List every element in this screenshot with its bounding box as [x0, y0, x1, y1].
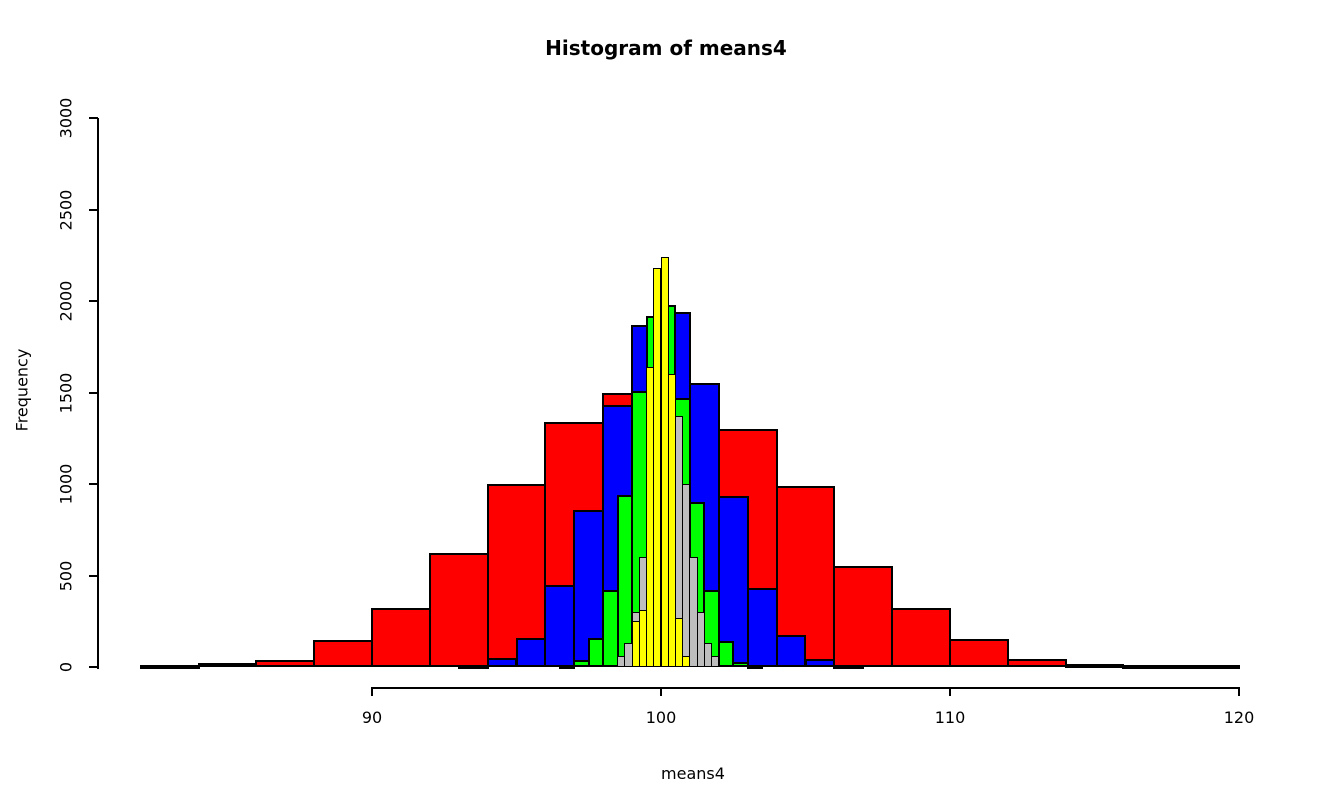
x-axis-line — [372, 687, 1239, 689]
y-axis-line — [97, 118, 99, 669]
x-axis-tick — [1238, 687, 1240, 696]
x-tick-label: 100 — [645, 708, 677, 727]
x-axis-tick — [371, 687, 373, 696]
y-tick-label: 1500 — [56, 372, 76, 413]
y-tick-label: 2000 — [56, 280, 76, 322]
y-tick-label: 1000 — [56, 463, 76, 505]
y-axis-tick — [89, 391, 98, 394]
histogram-baseline — [140, 665, 1239, 667]
y-axis-tick — [89, 483, 98, 485]
blue-histogram-bar — [717, 495, 749, 667]
y-tick-label: 2500 — [56, 189, 76, 230]
y-axis-tick — [89, 574, 98, 577]
y-axis-tick — [89, 666, 98, 668]
red-histogram-bar — [949, 638, 1009, 667]
blue-histogram-bar — [746, 588, 778, 667]
x-axis-label: means4 — [661, 764, 725, 783]
red-histogram-bar — [891, 608, 951, 667]
y-axis-tick — [89, 208, 98, 211]
red-histogram-bar — [371, 607, 431, 667]
y-tick-label: 0 — [56, 661, 76, 673]
red-histogram-bar — [833, 566, 894, 667]
blue-histogram-bar — [515, 637, 547, 667]
chart-title: Histogram of means4 — [545, 36, 787, 60]
x-axis-tick — [660, 687, 662, 696]
x-tick-label: 90 — [361, 708, 383, 727]
y-tick-label: 500 — [56, 560, 76, 591]
blue-histogram-bar — [775, 634, 807, 667]
x-axis-tick — [949, 687, 951, 696]
blue-histogram-bar — [544, 584, 576, 667]
y-tick-label: 3000 — [56, 97, 76, 139]
x-tick-label: 120 — [1223, 708, 1255, 727]
red-histogram-bar — [428, 552, 489, 667]
y-axis-tick — [89, 117, 98, 119]
y-axis-tick — [89, 300, 98, 302]
x-tick-label: 110 — [934, 708, 966, 727]
y-axis-label: Frequency — [12, 348, 32, 432]
red-histogram-bar — [313, 640, 373, 667]
